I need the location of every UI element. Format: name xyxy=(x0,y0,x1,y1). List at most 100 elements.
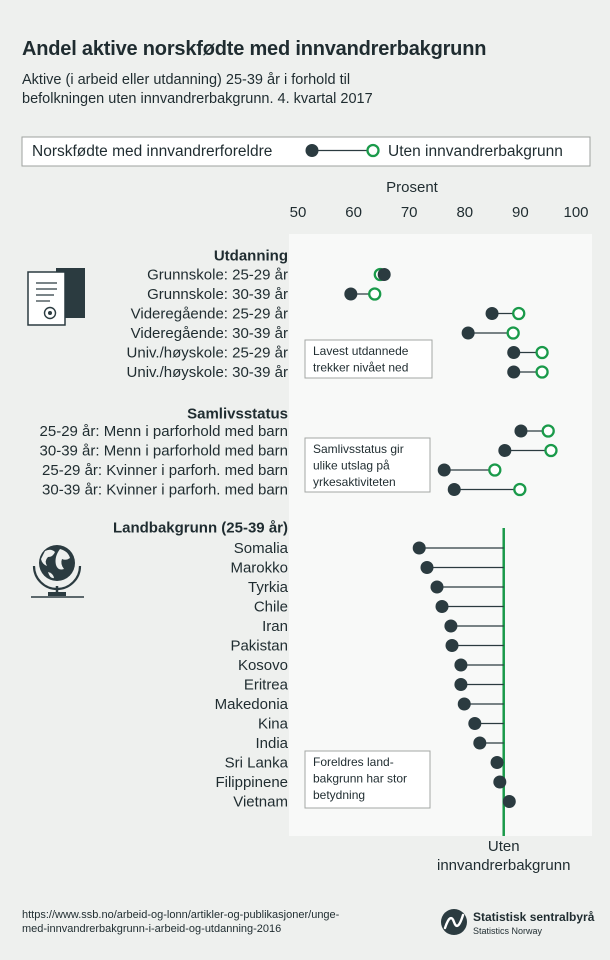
dot-norskfodte xyxy=(485,307,499,320)
row-marokko: Marokko xyxy=(230,560,504,577)
annotation-text: ulike utslag på xyxy=(313,459,390,473)
row-eritrea: Eritrea xyxy=(244,677,504,694)
row-label: 30-39 år: Menn i parforhold med barn xyxy=(40,443,288,460)
group-heading: Utdanning xyxy=(214,248,288,265)
row-label: Somalia xyxy=(234,540,289,557)
logo-subtitle: Statistics Norway xyxy=(473,926,543,936)
row-label: Videregående: 25-29 år xyxy=(131,306,288,323)
dot-norskfodte xyxy=(502,795,516,808)
dot-uten-innvandrerbakgrunn xyxy=(368,287,382,301)
ssb-logo-icon xyxy=(441,909,467,935)
annotation-box xyxy=(304,339,433,379)
legend-label-uten: Uten innvandrerbakgrunn xyxy=(388,143,563,160)
dot-norskfodte xyxy=(377,268,391,281)
annotation-text: Lavest utdannede xyxy=(313,344,409,358)
row-label: Kina xyxy=(258,716,289,733)
row-sri-lanka: Sri Lanka xyxy=(225,755,504,772)
dot-uten-innvandrerbakgrunn xyxy=(512,306,526,321)
row-vietnam: Vietnam xyxy=(233,794,516,811)
row-30-39-ar-menn-i-parforhold-med-barn: 30-39 år: Menn i parforhold med barn xyxy=(40,443,558,460)
row-filippinene: Filippinene xyxy=(215,774,507,791)
dot-norskfodte xyxy=(447,483,461,496)
x-tick-label-50: 50 xyxy=(290,204,307,221)
x-axis-ticks: 50 60 70 80 90 100 xyxy=(290,204,589,221)
x-tick-label-60: 60 xyxy=(345,204,362,221)
dot-norskfodte xyxy=(412,541,426,555)
dot-norskfodte xyxy=(445,639,459,652)
dot-norskfodte xyxy=(507,365,521,379)
row-label: Sri Lanka xyxy=(225,755,289,772)
dot-norskfodte xyxy=(454,658,468,672)
dot-norskfodte xyxy=(437,463,451,477)
row-kosovo: Kosovo xyxy=(238,657,504,674)
annotation-text: bakgrunn har stor xyxy=(313,772,407,786)
dot-uten-innvandrerbakgrunn xyxy=(535,345,549,360)
annotation-text: trekker nivået ned xyxy=(313,361,408,375)
plot-panel xyxy=(289,234,592,836)
row-label: Videregående: 30-39 år xyxy=(131,325,288,342)
annotation-text: Foreldres land- xyxy=(313,755,394,769)
dot-uten-innvandrerbakgrunn xyxy=(513,482,527,497)
dot-norskfodte xyxy=(514,424,528,438)
annotation-text: Samlivsstatus gir xyxy=(313,442,404,456)
row-pakistan: Pakistan xyxy=(230,638,504,655)
row-label: Marokko xyxy=(230,560,288,577)
row-label: 25-29 år: Menn i parforhold med barn xyxy=(40,423,288,440)
row-label: 30-39 år: Kvinner i parforh. med barn xyxy=(42,482,288,499)
row-label: Kosovo xyxy=(238,657,288,674)
dot-norskfodte xyxy=(473,736,487,750)
legend-filled-dot-marker xyxy=(305,144,319,157)
dot-norskfodte xyxy=(493,775,507,789)
x-tick-label-100: 100 xyxy=(563,204,588,221)
dot-norskfodte xyxy=(461,326,475,340)
row-label: Eritrea xyxy=(244,677,289,694)
row-makedonia: Makedonia xyxy=(215,696,504,713)
x-tick-label-70: 70 xyxy=(401,204,418,221)
row-somalia: Somalia xyxy=(234,540,504,557)
row-label: India xyxy=(255,735,288,752)
legend-open-circle-marker xyxy=(366,143,380,158)
dot-uten-innvandrerbakgrunn xyxy=(535,365,549,379)
row-tyrkia: Tyrkia xyxy=(248,579,504,596)
row-label: Filippinene xyxy=(215,774,288,791)
logo-name: Statistisk sentralbyrå xyxy=(473,910,595,924)
row-univ-h-yskole-25-29-ar: Univ./høyskole: 25-29 år xyxy=(127,345,549,362)
dot-norskfodte xyxy=(468,717,482,730)
row-chile: Chile xyxy=(254,599,504,616)
x-tick-label-80: 80 xyxy=(456,204,473,221)
annotation-box xyxy=(304,750,431,809)
reference-label: Uten xyxy=(488,838,520,855)
row-label: Pakistan xyxy=(230,638,288,655)
dot-norskfodte xyxy=(435,600,449,613)
certificate-icon xyxy=(27,268,85,326)
row-label: Grunnskole: 30-39 år xyxy=(147,286,288,303)
dot-uten-innvandrerbakgrunn xyxy=(541,424,555,438)
group-heading: Samlivsstatus xyxy=(187,406,288,423)
dot-norskfodte xyxy=(457,697,471,711)
row-grunnskole-30-39-ar: Grunnskole: 30-39 år xyxy=(147,286,382,303)
globe-icon xyxy=(31,545,84,598)
row-label: 25-29 år: Kvinner i parforh. med barn xyxy=(42,462,288,479)
annotation-text: yrkesaktiviteten xyxy=(313,475,396,489)
x-tick-label-90: 90 xyxy=(512,204,529,221)
row-label: Grunnskole: 25-29 år xyxy=(147,267,288,284)
row-india: India xyxy=(255,735,504,752)
row-label: Univ./høyskole: 30-39 år xyxy=(127,364,288,381)
dot-norskfodte xyxy=(507,346,521,359)
reference-label: innvandrerbakgrunn xyxy=(437,857,570,874)
dot-uten-innvandrerbakgrunn xyxy=(506,326,520,340)
row-label: Chile xyxy=(254,599,288,616)
group-samlivsstatus: Samlivsstatus Samlivsstatus gir ulike utsl… xyxy=(40,406,558,499)
row-label: Vietnam xyxy=(233,794,288,811)
dot-norskfodte xyxy=(420,561,434,574)
dot-norskfodte xyxy=(454,678,468,691)
row-videregaende-30-39-ar: Videregående: 30-39 år xyxy=(131,325,520,342)
footer: https://www.ssb.no/arbeid-og-lonn/artikl… xyxy=(22,909,595,936)
dot-uten-innvandrerbakgrunn xyxy=(488,463,502,477)
source-url-line-1: https://www.ssb.no/arbeid-og-lonn/artikl… xyxy=(22,909,340,921)
group-heading: Landbakgrunn (25-39 år) xyxy=(113,520,288,537)
annotation-text: betydning xyxy=(313,788,365,802)
annotation-box xyxy=(304,437,431,493)
